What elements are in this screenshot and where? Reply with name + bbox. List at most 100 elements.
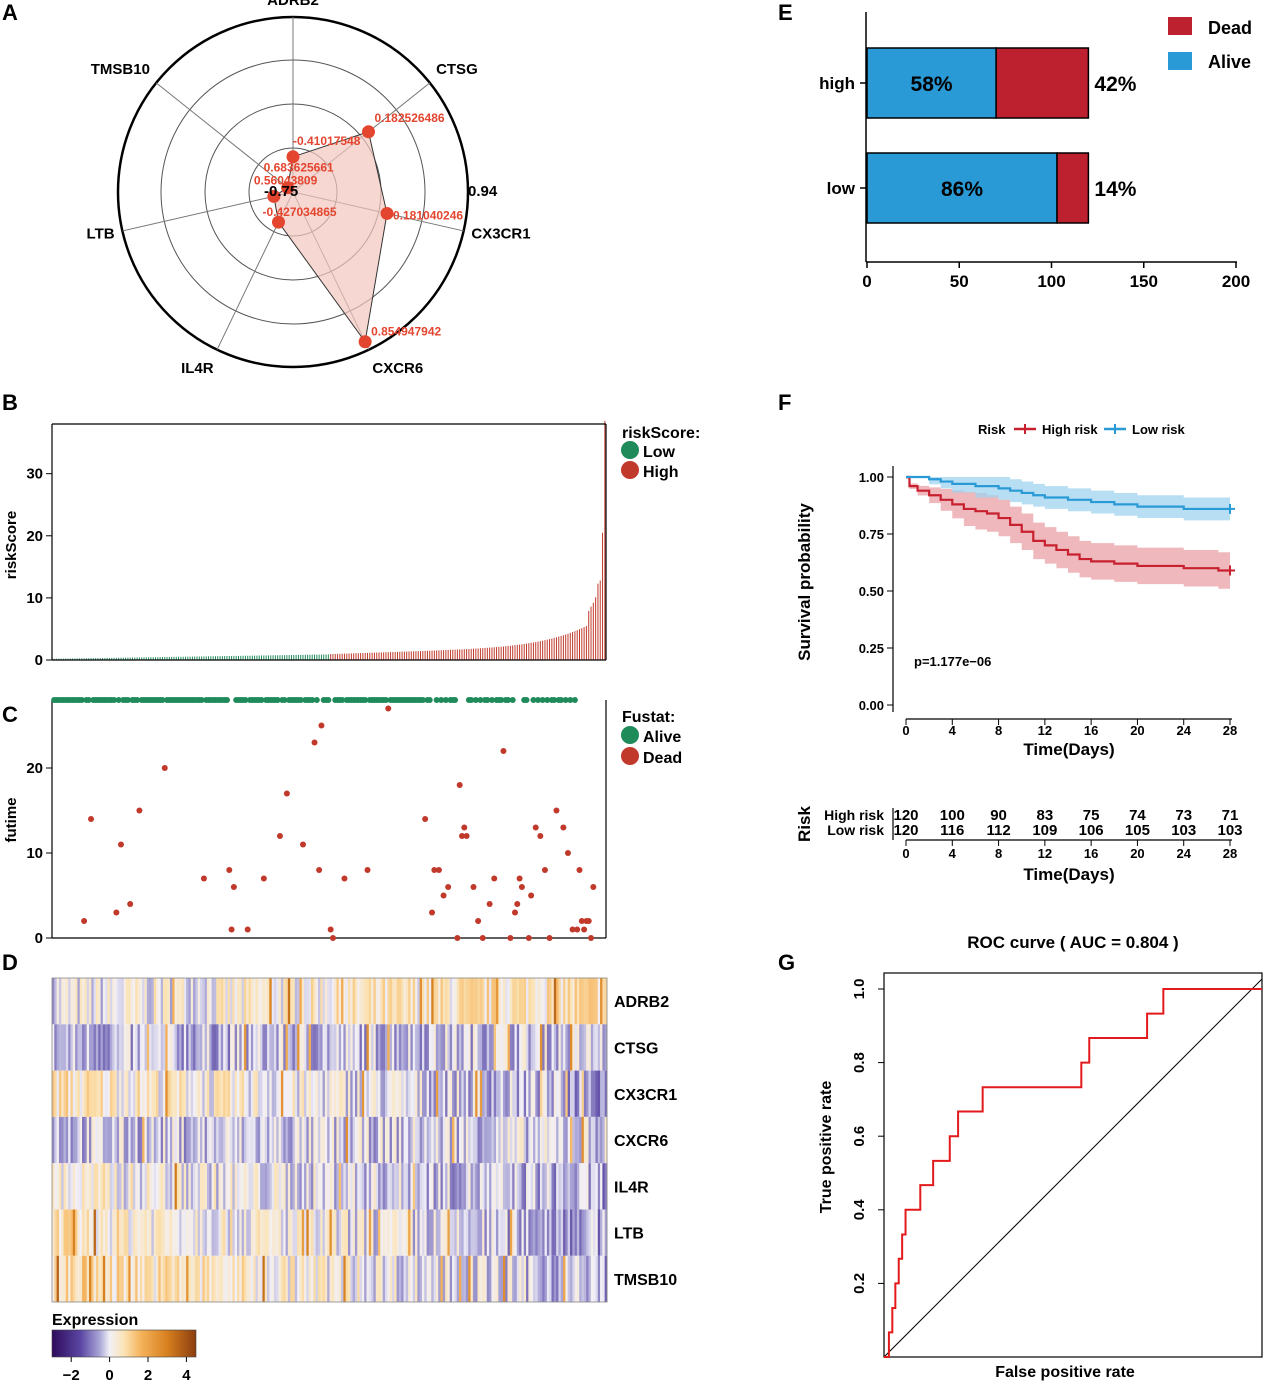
heatmap-cell	[549, 1116, 552, 1164]
heatmap-cell	[563, 1255, 566, 1303]
heatmap-cell	[82, 1163, 85, 1210]
heatmap-cell	[269, 1209, 273, 1256]
heatmap-cell	[602, 1209, 606, 1256]
heatmap-cell	[179, 1024, 182, 1071]
heatmap-cell	[77, 1163, 81, 1210]
heatmap-cell	[375, 1070, 379, 1117]
heatmap-cell	[486, 1070, 490, 1117]
heatmap-cell	[114, 1255, 118, 1303]
heatmap-cell	[278, 1163, 282, 1210]
heatmap-cell	[160, 978, 164, 1025]
heatmap-cell	[63, 1024, 67, 1071]
heatmap-cell	[482, 1024, 485, 1071]
heatmap-cell	[137, 1209, 141, 1256]
heatmap-cell	[523, 1070, 527, 1117]
heatmap-cell	[586, 1070, 589, 1117]
radar-value-label: 0.181040246	[393, 208, 463, 222]
alive-point	[498, 697, 505, 703]
heatmap-cell	[546, 1255, 550, 1303]
heatmap-cell	[246, 1209, 249, 1256]
heatmap-cell	[602, 1024, 606, 1071]
heatmap-cell	[563, 978, 566, 1025]
heatmap-cell	[89, 1163, 92, 1210]
riskscore-y-label: riskScore	[3, 511, 20, 579]
heatmap-cell	[378, 1163, 381, 1210]
heatmap-cell	[82, 1209, 85, 1256]
heatmap-cell	[98, 978, 101, 1025]
heatmap-cell	[350, 1163, 354, 1210]
heatmap-cell	[364, 1255, 367, 1303]
heatmap-cell	[600, 1116, 603, 1164]
heatmap-cell	[209, 978, 212, 1025]
heatmap-cell	[56, 978, 60, 1025]
heatmap-cell	[422, 1116, 425, 1164]
heatmap-cell	[507, 1255, 511, 1303]
heatmap-cell	[54, 1255, 58, 1303]
heatmap-cell	[98, 1070, 101, 1117]
heatmap-cell	[602, 1070, 606, 1117]
heatmap-legend-tick-label: 0	[105, 1367, 113, 1384]
heatmap-cell	[68, 1116, 71, 1164]
heatmap-cell	[304, 1116, 307, 1164]
heatmap-cell	[385, 1255, 388, 1303]
dead-point	[228, 926, 235, 933]
heatmap-cell	[329, 1070, 333, 1117]
heatmap-cell	[579, 1070, 582, 1117]
heatmap-cell	[213, 1163, 217, 1210]
alive-point	[325, 697, 332, 703]
riskscore-y-tick-label: 10	[26, 590, 43, 607]
heatmap-cell	[604, 978, 608, 1025]
heatmap-cell	[542, 1209, 545, 1256]
heatmap-cell	[579, 1255, 582, 1303]
heatmap-cell	[278, 1255, 282, 1303]
heatmap-cell	[93, 1163, 97, 1210]
heatmap-cell	[597, 1116, 601, 1164]
risk-table-high-label: High risk	[824, 807, 884, 823]
heatmap-cell	[551, 1070, 555, 1117]
heatmap-cell	[311, 1163, 314, 1210]
heatmap-cell	[496, 1070, 499, 1117]
dead-point	[470, 884, 477, 890]
heatmap-cell	[491, 1024, 495, 1071]
heatmap-cell	[530, 1163, 534, 1210]
legend-dead-dot	[621, 747, 639, 765]
heatmap-cell	[107, 1024, 111, 1071]
heatmap-cell	[91, 1070, 95, 1117]
heatmap-cell	[200, 1070, 203, 1117]
heatmap-cell	[294, 978, 298, 1025]
heatmap-cell	[447, 1024, 451, 1071]
heatmap-cell	[461, 978, 465, 1025]
heatmap-cell	[401, 1116, 404, 1164]
dead-point	[461, 824, 468, 831]
heatmap-cell	[82, 1255, 85, 1303]
heatmap-cell	[581, 1070, 585, 1117]
heatmap-cell	[475, 1163, 478, 1210]
heatmap-cell	[422, 1024, 425, 1071]
heatmap-cell	[535, 1116, 539, 1164]
heatmap-cell	[479, 1070, 483, 1117]
heatmap-cell	[119, 1024, 122, 1071]
dead-point	[283, 790, 290, 797]
heatmap-cell	[496, 1209, 499, 1256]
heatmap-cell	[132, 1070, 136, 1117]
dead-point	[300, 841, 307, 848]
heatmap-cell	[574, 1255, 578, 1303]
heatmap-cell	[220, 1163, 224, 1210]
heatmap-cell	[403, 1163, 407, 1210]
heatmap-cell	[528, 1024, 532, 1071]
heatmap-cell	[486, 978, 490, 1025]
heatmap-cell	[211, 1024, 215, 1071]
heatmap-cell	[350, 1070, 354, 1117]
heatmap-cell	[206, 1255, 210, 1303]
heatmap-cell	[200, 1255, 203, 1303]
heatmap-cell	[188, 1255, 192, 1303]
heatmap-cell	[95, 1070, 99, 1117]
heatmap-cell	[472, 1163, 476, 1210]
bar-alive	[866, 47, 997, 119]
heatmap-cell	[553, 1024, 557, 1071]
heatmap-cell	[102, 1116, 106, 1164]
alive-point	[558, 697, 565, 703]
heatmap-cell	[391, 1163, 395, 1210]
heatmap-cell	[600, 1255, 603, 1303]
heatmap-cell	[454, 1209, 458, 1256]
